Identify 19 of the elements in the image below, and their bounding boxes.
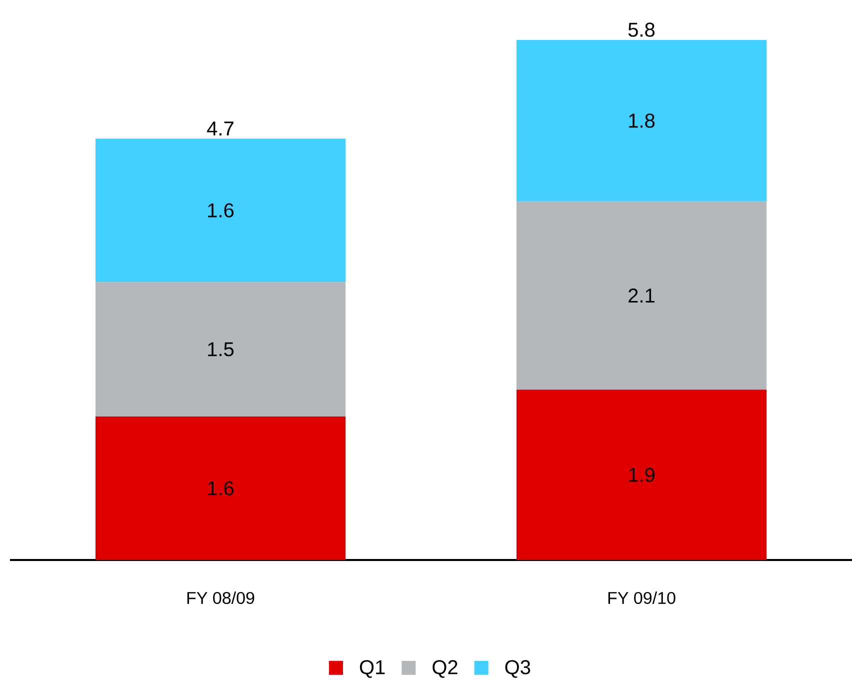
data-label: 2.1 (628, 288, 654, 302)
bar (516, 390, 767, 560)
total-label: 4.7 (207, 122, 234, 136)
bar (96, 416, 346, 560)
bar (96, 138, 346, 282)
data-label: 1.6 (208, 481, 234, 496)
bar (516, 201, 767, 390)
legend-label: Q3 (505, 660, 530, 678)
x-tick-label: FY 08/09 (187, 592, 254, 604)
legend-label: Q2 (432, 660, 458, 678)
data-label: 1.8 (629, 114, 655, 128)
legend-label: Q1 (360, 660, 385, 678)
data-label: 1.6 (208, 203, 234, 218)
data-label: 1.9 (629, 468, 654, 482)
bar (96, 282, 346, 417)
total-label: 5.8 (628, 22, 655, 37)
data-label: 1.5 (208, 342, 234, 356)
bar (516, 40, 767, 202)
x-tick-label: FY 09/10 (608, 592, 676, 604)
